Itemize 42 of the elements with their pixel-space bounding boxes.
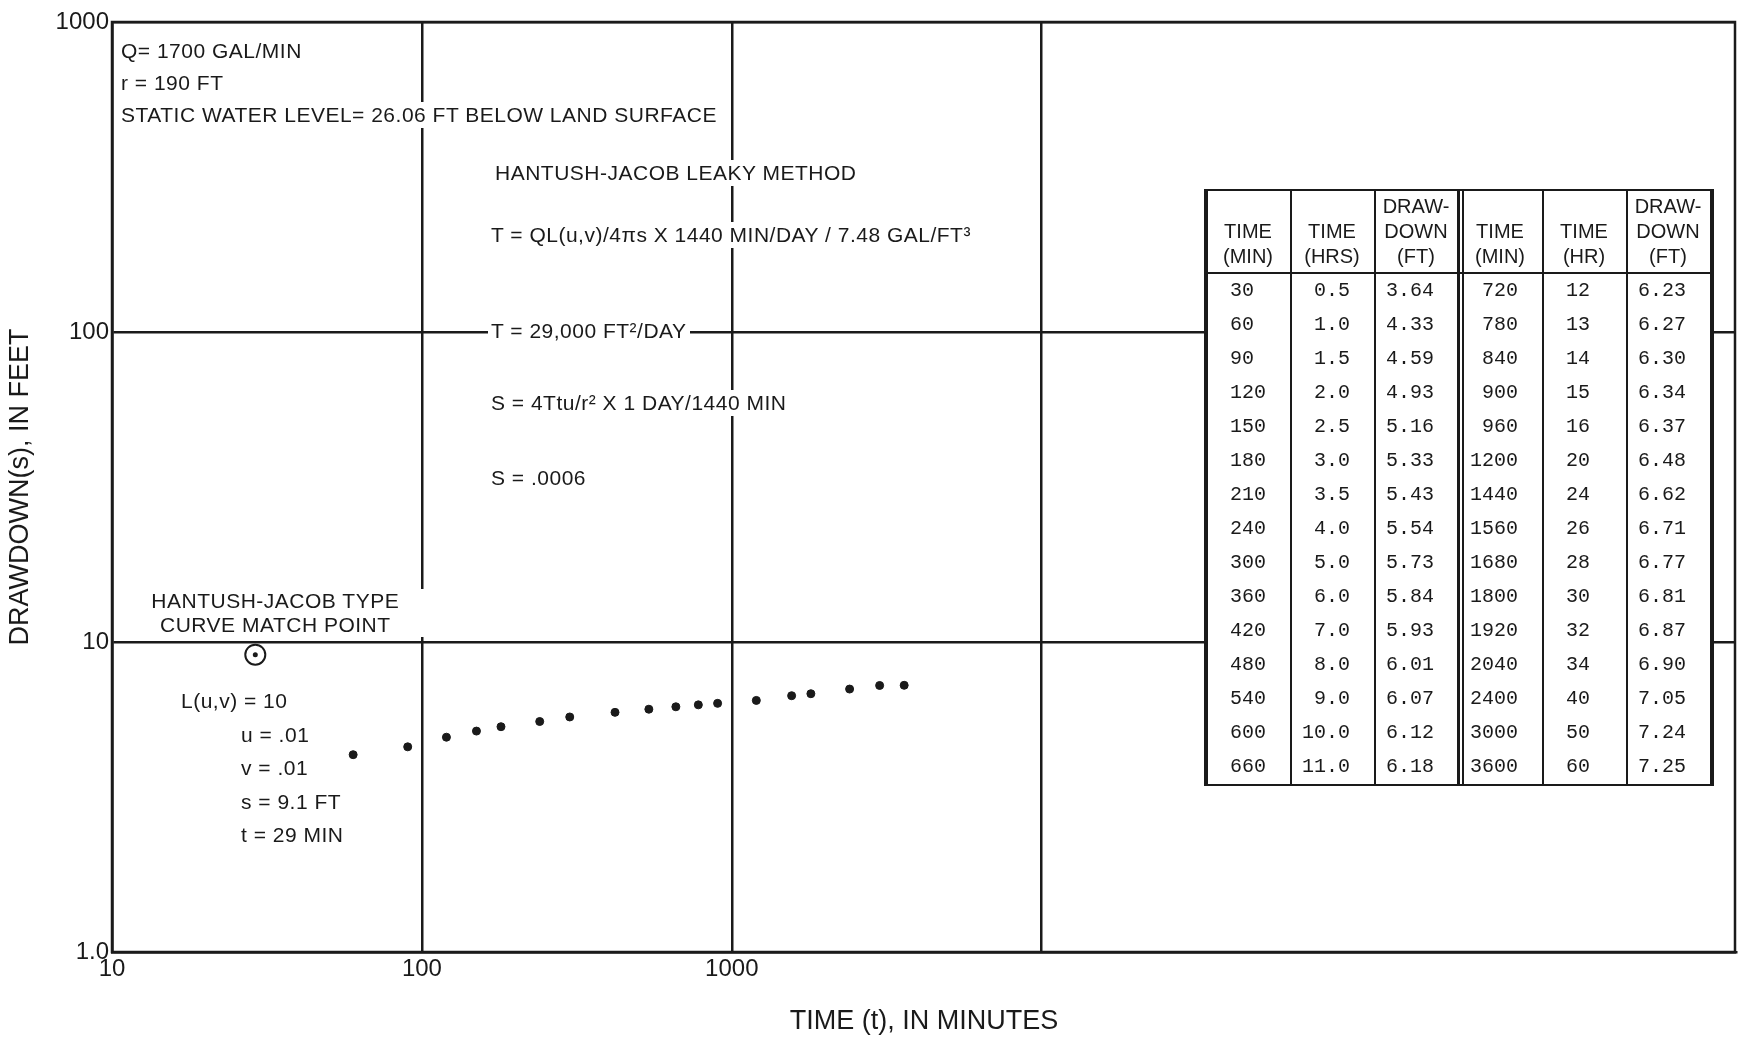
text: 90 1.5 4.59 840 14 6.30: [1230, 347, 1687, 370]
annotation: t = 29 MIN: [238, 822, 347, 848]
annotation: u = .01: [238, 722, 313, 748]
text: 180 3.0 5.33 1200 20 6.48: [1230, 449, 1687, 472]
annotation: DRAW- DOWN (FT): [1633, 194, 1703, 269]
annotation: L(u,v) = 10: [178, 688, 291, 714]
annotation: Q= 1700 GAL/MIN: [118, 38, 305, 64]
text: 360 6.0 5.84 1800 30 6.81: [1230, 585, 1687, 608]
text: 30 0.5 3.64 720 12 6.23: [1230, 279, 1687, 302]
annotation: S = .0006: [488, 465, 589, 491]
text: 660 11.0 6.18 3600 60 7.25: [1230, 755, 1687, 778]
y-tick-label: 10: [82, 626, 109, 654]
text: 420 7.0 5.93 1920 32 6.87: [1230, 619, 1687, 642]
text: 480 8.0 6.01 2040 34 6.90: [1230, 653, 1687, 676]
text: 240 4.0 5.54 1560 26 6.71: [1230, 517, 1687, 540]
annotation: T = QL(u,v)/4πs X 1440 MIN/DAY / 7.48 GAL/FT³: [488, 222, 974, 248]
text: 300 5.0 5.73 1680 28 6.77: [1230, 551, 1687, 574]
annotation: r = 190 FT: [118, 70, 227, 96]
text: 120 2.0 4.93 900 15 6.34: [1230, 381, 1687, 404]
annotation: DRAW- DOWN (FT): [1381, 194, 1451, 269]
text: 600 10.0 6.12 3000 50 7.24: [1230, 721, 1687, 744]
y-axis-title: DRAWDOWN(s), IN FEET: [3, 328, 34, 646]
annotation: STATIC WATER LEVEL= 26.06 FT BELOW LAND SURFACE: [118, 102, 720, 128]
annotation: T = 29,000 FT²/DAY: [488, 318, 690, 344]
x-tick-label: 100: [401, 954, 442, 982]
annotation: HANTUSH-JACOB TYPE CURVE MATCH POINT: [125, 588, 426, 637]
annotation: TIME (MIN): [1222, 219, 1274, 269]
x-axis-title: TIME (t), IN MINUTES: [789, 1005, 1059, 1036]
annotation: TIME (HRS): [1303, 219, 1361, 269]
text: 210 3.5 5.43 1440 24 6.62: [1230, 483, 1687, 506]
x-tick-label: 1000: [705, 954, 759, 982]
annotation: TIME (MIN): [1474, 219, 1526, 269]
annotation: s = 9.1 FT: [238, 789, 345, 815]
text: 60 1.0 4.33 780 13 6.27: [1230, 313, 1687, 336]
y-tick-label: 100: [68, 316, 109, 344]
text: 150 2.5 5.16 960 16 6.37: [1230, 415, 1687, 438]
y-tick-label: 1000: [55, 6, 109, 34]
annotation: S = 4Ttu/r² X 1 DAY/1440 MIN: [488, 390, 790, 416]
annotation: TIME (HR): [1559, 219, 1609, 269]
annotation: v = .01: [238, 755, 312, 781]
text: 540 9.0 6.07 2400 40 7.05: [1230, 687, 1687, 710]
annotation: HANTUSH-JACOB LEAKY METHOD: [492, 160, 860, 186]
